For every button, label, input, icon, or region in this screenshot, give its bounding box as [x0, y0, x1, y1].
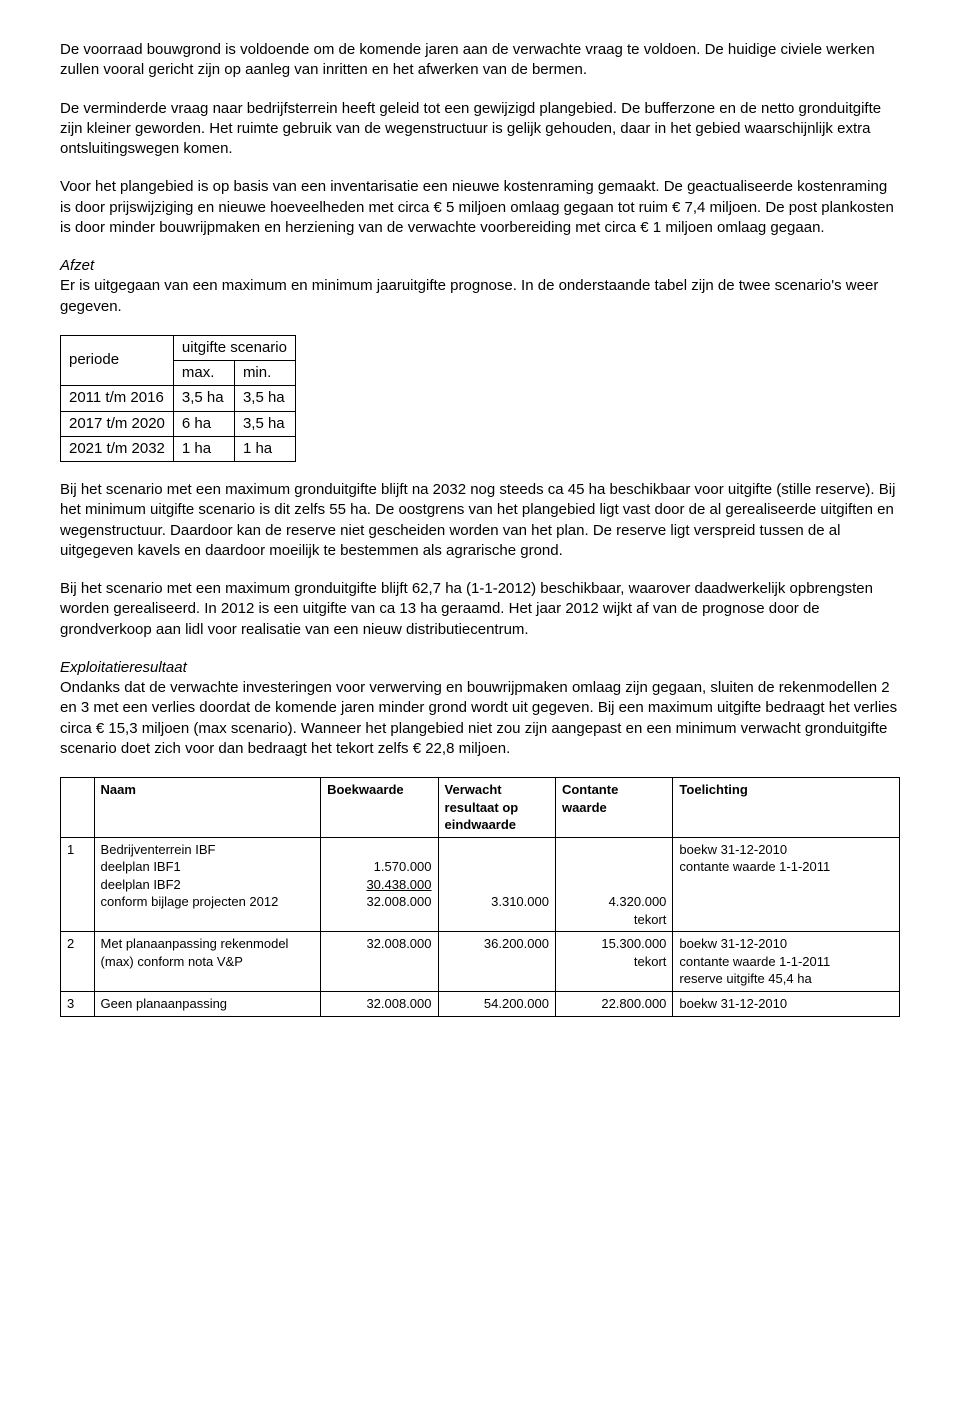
table-row: 3 Geen planaanpassing 32.008.000 54.200.… [61, 992, 900, 1017]
cell-boekwaarde: 1.570.000 30.438.000 32.008.000 [321, 837, 438, 932]
th-scenario: uitgifte scenario [173, 335, 295, 360]
th-boekwaarde: Boekwaarde [321, 778, 438, 838]
paragraph-2: De verminderde vraag naar bedrijfsterrei… [60, 99, 900, 160]
cell-max: 3,5 ha [173, 386, 234, 411]
cell-verwacht: 3.310.000 [438, 837, 555, 932]
cell-verwacht: 36.200.000 [438, 932, 555, 992]
scenario-table: periode uitgifte scenario max. min. 2011… [60, 335, 296, 462]
cell-rownum: 2 [61, 932, 95, 992]
th-naam: Naam [94, 778, 321, 838]
results-table: Naam Boekwaarde Verwacht resultaat op ei… [60, 777, 900, 1017]
paragraph-3: Voor het plangebied is op basis van een … [60, 177, 900, 238]
table-row: 2021 t/m 2032 1 ha 1 ha [61, 436, 296, 461]
th-verwacht: Verwacht resultaat op eindwaarde [438, 778, 555, 838]
table-row: 1 Bedrijventerrein IBF deelplan IBF1 dee… [61, 837, 900, 932]
th-periode: periode [61, 335, 174, 386]
cell-periode: 2021 t/m 2032 [61, 436, 174, 461]
cell-periode: 2011 t/m 2016 [61, 386, 174, 411]
cell-boekwaarde: 32.008.000 [321, 992, 438, 1017]
cell-naam: Met planaanpassing rekenmodel (max) conf… [94, 932, 321, 992]
cell-min: 3,5 ha [234, 411, 295, 436]
cell-naam: Geen planaanpassing [94, 992, 321, 1017]
th-contante: Contante waarde [555, 778, 672, 838]
table-row: 2 Met planaanpassing rekenmodel (max) co… [61, 932, 900, 992]
exploitatie-section: Exploitatieresultaat Ondanks dat de verw… [60, 658, 900, 759]
exploitatie-heading: Exploitatieresultaat [60, 659, 187, 676]
table-row: 2017 t/m 2020 6 ha 3,5 ha [61, 411, 296, 436]
cell-periode: 2017 t/m 2020 [61, 411, 174, 436]
cell-max: 1 ha [173, 436, 234, 461]
paragraph-1: De voorraad bouwgrond is voldoende om de… [60, 40, 900, 81]
th-toelichting: Toelichting [673, 778, 900, 838]
cell-rownum: 1 [61, 837, 95, 932]
paragraph-5: Bij het scenario met een maximum grondui… [60, 480, 900, 561]
cell-min: 1 ha [234, 436, 295, 461]
cell-toelichting: boekw 31-12-2010 [673, 992, 900, 1017]
cell-boekwaarde: 32.008.000 [321, 932, 438, 992]
th-max: max. [173, 361, 234, 386]
cell-toelichting: boekw 31-12-2010 contante waarde 1-1-201… [673, 932, 900, 992]
cell-contante: 22.800.000 [555, 992, 672, 1017]
cell-rownum: 3 [61, 992, 95, 1017]
cell-min: 3,5 ha [234, 386, 295, 411]
th-min: min. [234, 361, 295, 386]
afzet-heading: Afzet [60, 257, 94, 274]
cell-verwacht: 54.200.000 [438, 992, 555, 1017]
paragraph-7: Ondanks dat de verwachte investeringen v… [60, 679, 897, 757]
cell-max: 6 ha [173, 411, 234, 436]
th-num [61, 778, 95, 838]
cell-toelichting: boekw 31-12-2010 contante waarde 1-1-201… [673, 837, 900, 932]
paragraph-6: Bij het scenario met een maximum grondui… [60, 579, 900, 640]
paragraph-4: Er is uitgegaan van een maximum en minim… [60, 277, 878, 314]
cell-naam: Bedrijventerrein IBF deelplan IBF1 deelp… [94, 837, 321, 932]
table-row: 2011 t/m 2016 3,5 ha 3,5 ha [61, 386, 296, 411]
afzet-section: Afzet Er is uitgegaan van een maximum en… [60, 256, 900, 317]
cell-contante: 15.300.000 tekort [555, 932, 672, 992]
cell-contante: 4.320.000 tekort [555, 837, 672, 932]
